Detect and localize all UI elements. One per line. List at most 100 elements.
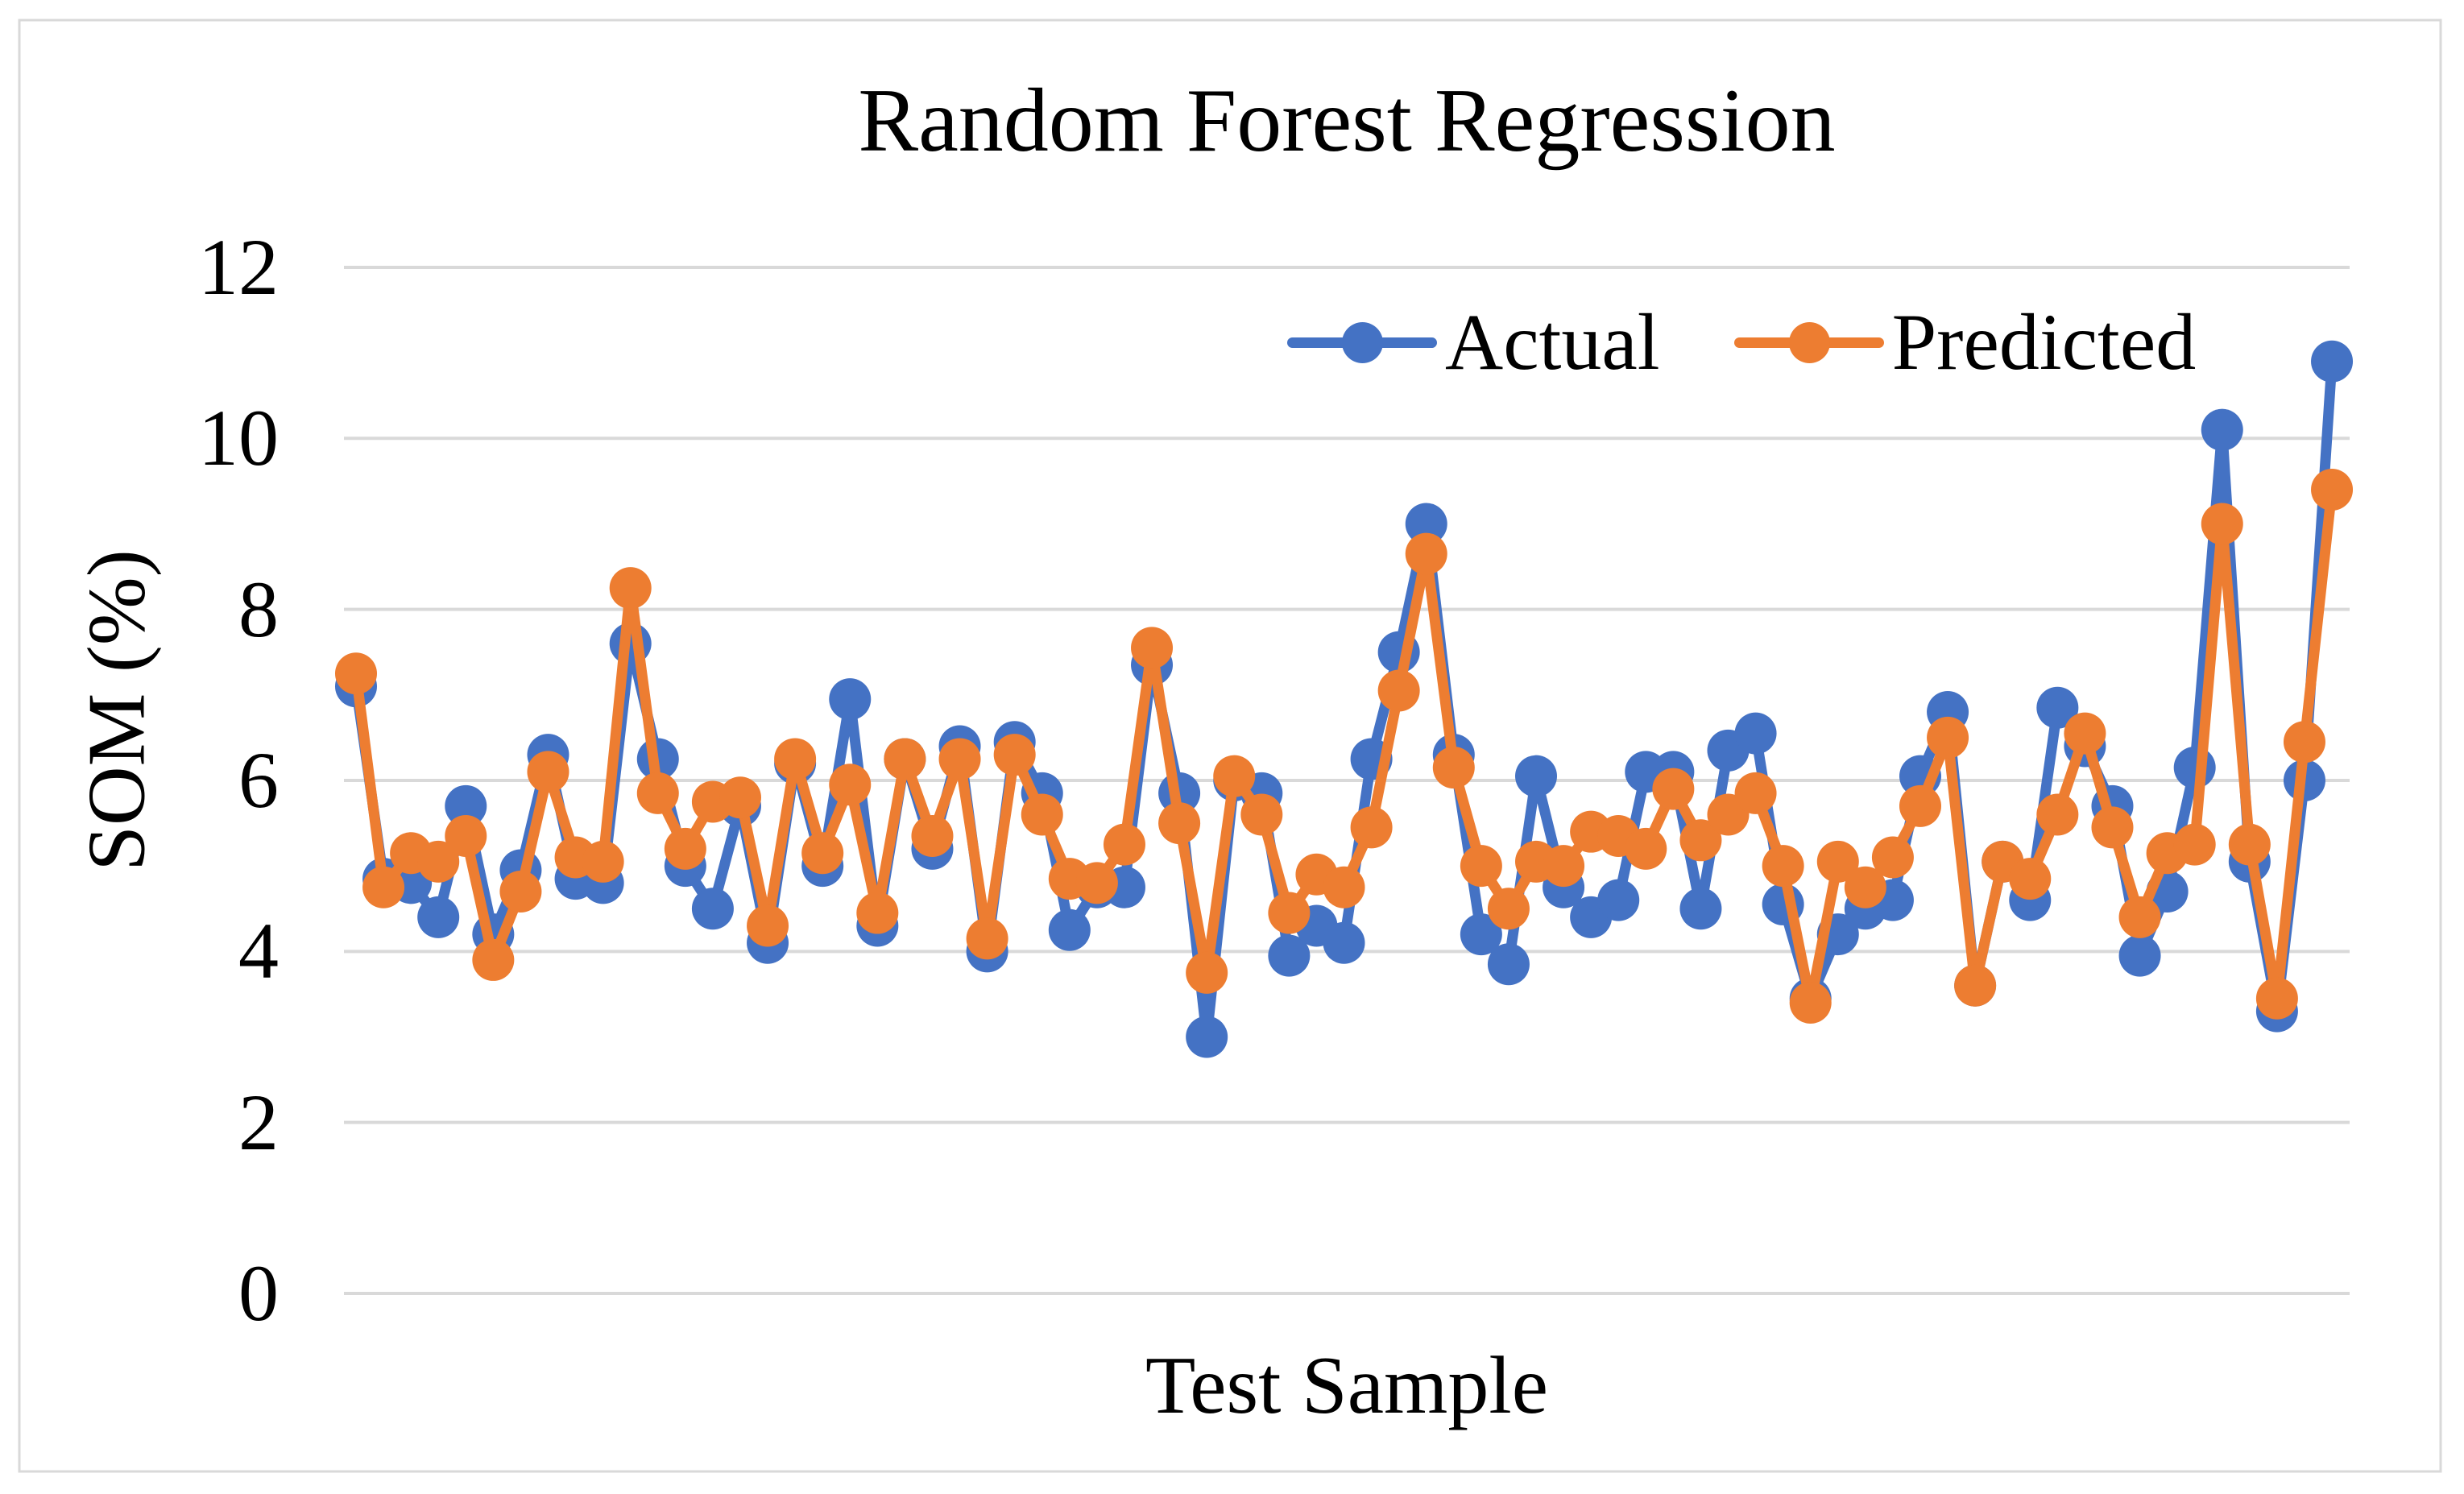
- predicted-marker-19: [829, 764, 872, 806]
- predicted-marker-17: [774, 738, 817, 780]
- predicted-marker-56: [1844, 866, 1886, 908]
- predicted-marker-31: [1158, 802, 1201, 845]
- predicted-marker-66: [2118, 896, 2161, 938]
- predicted-marker-69: [2201, 503, 2243, 545]
- actual-marker-40: [1405, 503, 1447, 545]
- actual-marker-52: [1734, 712, 1777, 755]
- predicted-marker-58: [1899, 784, 1941, 827]
- predicted-marker-41: [1432, 747, 1475, 789]
- actual-marker-14: [691, 888, 734, 930]
- predicted-marker-71: [2255, 977, 2298, 1020]
- predicted-marker-13: [664, 827, 706, 870]
- predicted-marker-70: [2228, 823, 2271, 866]
- y-tick-label-10: 10: [198, 393, 279, 483]
- predicted-marker-20: [856, 892, 899, 934]
- predicted-marker-32: [1186, 951, 1228, 994]
- predicted-marker-60: [1954, 964, 1997, 1007]
- predicted-marker-40: [1405, 532, 1447, 575]
- predicted-marker-65: [2091, 806, 2134, 849]
- predicted-marker-25: [993, 734, 1036, 776]
- predicted-marker-33: [1213, 755, 1256, 797]
- predicted-marker-42: [1460, 845, 1502, 888]
- predicted-marker-23: [938, 738, 981, 780]
- predicted-marker-50: [1679, 819, 1722, 862]
- y-tick-label-8: 8: [238, 564, 279, 654]
- predicted-marker-57: [1871, 836, 1914, 879]
- actual-marker-66: [2118, 934, 2161, 977]
- predicted-marker-48: [1625, 827, 1667, 870]
- predicted-marker-28: [1075, 862, 1118, 904]
- predicted-marker-62: [2009, 858, 2052, 900]
- legend-item-predicted: Predicted: [1733, 297, 2197, 387]
- actual-marker-44: [1515, 755, 1558, 797]
- actual-marker-68: [2173, 747, 2216, 789]
- actual-marker-50: [1679, 888, 1722, 930]
- predicted-marker-29: [1103, 823, 1145, 866]
- predicted-marker-45: [1543, 845, 1585, 888]
- predicted-marker-52: [1734, 772, 1777, 814]
- predicted-marker-34: [1240, 793, 1283, 836]
- predicted-marker-55: [1816, 840, 1859, 883]
- y-tick-label-6: 6: [238, 735, 279, 825]
- legend: Actual Predicted: [1287, 290, 2196, 395]
- legend-label-actual: Actual: [1445, 297, 1660, 387]
- actual-marker-19: [829, 678, 872, 721]
- actual-marker-43: [1487, 943, 1530, 986]
- predicted-marker-68: [2173, 823, 2216, 866]
- predicted-marker-30: [1131, 627, 1174, 669]
- y-axis-title: SOM (%): [71, 549, 163, 871]
- y-tick-label-12: 12: [198, 221, 279, 312]
- predicted-marker-37: [1323, 866, 1365, 908]
- predicted-marker-63: [2036, 793, 2079, 836]
- actual-marker-35: [1268, 934, 1311, 977]
- predicted-marker-53: [1762, 845, 1804, 888]
- actual-marker-69: [2201, 408, 2243, 451]
- actual-marker-32: [1186, 1016, 1228, 1058]
- legend-item-actual: Actual: [1287, 298, 1660, 387]
- predicted-marker-16: [747, 904, 789, 947]
- actual-marker-37: [1323, 921, 1365, 964]
- predicted-marker-7: [499, 871, 542, 913]
- predicted-marker-43: [1487, 888, 1530, 930]
- actual-marker-5: [445, 784, 487, 827]
- predicted-marker-1: [335, 652, 377, 695]
- y-tick-label-2: 2: [238, 1077, 279, 1167]
- predicted-marker-18: [801, 832, 844, 875]
- predicted-marker-21: [884, 738, 926, 780]
- actual-marker-42: [1460, 913, 1502, 956]
- predicted-marker-12: [636, 772, 679, 814]
- predicted-marker-39: [1377, 669, 1420, 712]
- predicted-marker-4: [417, 840, 460, 883]
- x-axis-title: Test Sample: [1145, 1340, 1548, 1431]
- predicted-marker-38: [1350, 806, 1393, 849]
- legend-label-predicted: Predicted: [1891, 297, 2197, 387]
- actual-series-swatch-icon: [1287, 318, 1437, 366]
- predicted-marker-24: [966, 917, 1008, 960]
- y-tick-label-0: 0: [238, 1248, 279, 1338]
- actual-marker-73: [2311, 340, 2354, 383]
- y-tick-label-4: 4: [238, 906, 279, 996]
- predicted-marker-72: [2283, 721, 2325, 764]
- predicted-marker-35: [1268, 892, 1311, 934]
- predicted-marker-10: [582, 840, 624, 883]
- predicted-marker-15: [718, 776, 761, 819]
- predicted-marker-22: [911, 814, 954, 857]
- actual-marker-4: [417, 896, 460, 938]
- predicted-marker-11: [609, 567, 652, 610]
- actual-marker-63: [2036, 686, 2079, 729]
- predicted-marker-5: [445, 814, 487, 857]
- predicted-marker-2: [362, 866, 405, 908]
- chart-title: Random Forest Regression: [858, 71, 1836, 171]
- predicted-marker-64: [2064, 712, 2106, 755]
- predicted-marker-8: [527, 751, 569, 793]
- predicted-marker-26: [1021, 793, 1063, 836]
- predicted-marker-54: [1789, 982, 1832, 1024]
- predicted-marker-49: [1652, 768, 1695, 810]
- predicted-marker-73: [2311, 469, 2354, 511]
- actual-marker-27: [1048, 908, 1091, 951]
- predicted-marker-6: [472, 938, 515, 981]
- chart-border-frame: [18, 19, 2442, 1473]
- actual-marker-47: [1597, 879, 1640, 921]
